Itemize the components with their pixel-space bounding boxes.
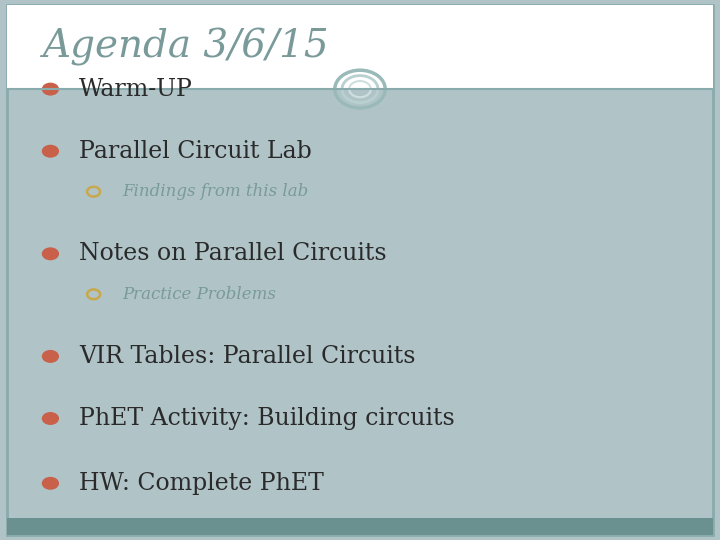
Text: Parallel Circuit Lab: Parallel Circuit Lab [79, 140, 312, 163]
Circle shape [42, 83, 59, 96]
Bar [7, 5, 713, 89]
Text: Warm-UP: Warm-UP [79, 78, 193, 100]
Text: VIR Tables: Parallel Circuits: VIR Tables: Parallel Circuits [79, 345, 415, 368]
Text: Practice Problems: Practice Problems [122, 286, 276, 303]
Circle shape [42, 247, 59, 260]
Circle shape [42, 350, 59, 363]
Text: HW: Complete PhET: HW: Complete PhET [79, 472, 324, 495]
Circle shape [42, 412, 59, 425]
Circle shape [42, 477, 59, 490]
Text: PhET Activity: Building circuits: PhET Activity: Building circuits [79, 407, 455, 430]
Text: Findings from this lab: Findings from this lab [122, 183, 309, 200]
Circle shape [42, 145, 59, 158]
Text: Notes on Parallel Circuits: Notes on Parallel Circuits [79, 242, 387, 265]
Text: Agenda 3/6/15: Agenda 3/6/15 [43, 28, 330, 66]
Bar [7, 518, 713, 535]
